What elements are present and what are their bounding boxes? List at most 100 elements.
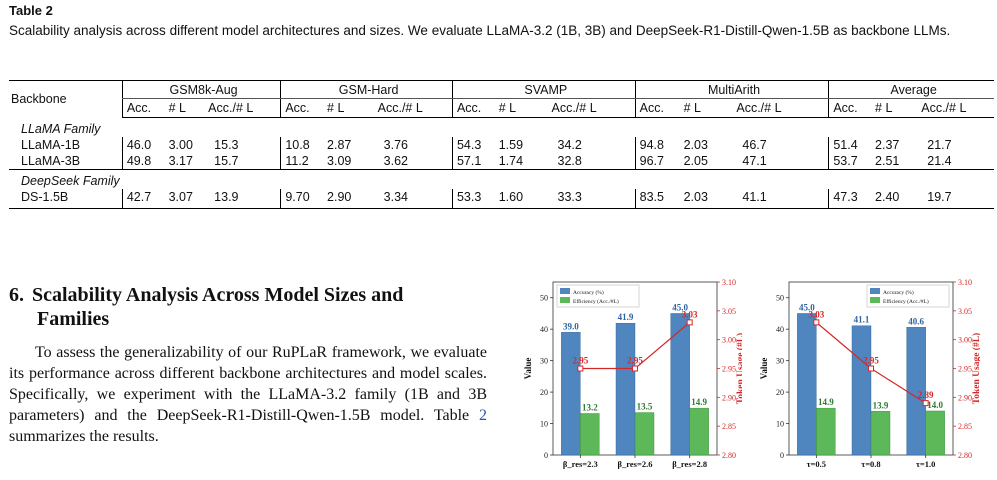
- efficiency-bar: [925, 410, 945, 456]
- y2-tick-label: 3.00: [722, 336, 736, 345]
- value-cell: 2.51: [875, 154, 900, 168]
- section-heading: 6. Scalability Analysis Across Model Size…: [9, 283, 504, 331]
- value-cell: 49.8: [121, 153, 169, 170]
- value-cell: 94.8: [634, 137, 684, 153]
- accuracy-data-label: 45.0: [672, 302, 688, 312]
- value-cell: 10.8: [280, 137, 328, 153]
- value-cell: 47.1: [742, 154, 767, 168]
- results-table-container: Backbone GSM8k-Aug GSM-Hard SVAMP MultiA…: [9, 80, 994, 209]
- model-name-cell: LLaMA-1B: [21, 138, 81, 152]
- y2-tick-label: 3.10: [722, 278, 736, 287]
- value-cell: 47.3: [828, 189, 876, 209]
- value-cell: 15.3: [214, 138, 239, 152]
- accuracy-data-label: 41.9: [618, 312, 634, 322]
- y-axis-label: Value: [523, 358, 533, 380]
- x-tick-label: τ=0.8: [861, 459, 880, 469]
- value-cell: 2.37: [875, 138, 900, 152]
- group-header: Average: [828, 80, 994, 99]
- legend-swatch-efficiency: [870, 297, 880, 303]
- token-usage-data-label: 2.95: [627, 356, 643, 366]
- value-cell: 2.03: [683, 189, 737, 209]
- value-cell: 1.74: [498, 154, 524, 168]
- y2-axis-label: Token Usage (#L): [735, 333, 742, 404]
- efficiency-bar: [870, 411, 891, 456]
- family-row: LLaMA Family: [9, 118, 994, 138]
- section-title-line1: Scalability Analysis Across Model Sizes …: [32, 284, 404, 306]
- column-subheader: # L: [168, 98, 209, 118]
- value-cell: 41.1: [736, 189, 829, 209]
- y-tick-label: 10: [776, 420, 784, 429]
- value-cell: 57.1: [451, 153, 499, 170]
- table-caption-label: Table 2: [9, 3, 53, 18]
- y-tick-label: 40: [540, 325, 548, 334]
- column-subheader: Acc.: [121, 98, 169, 118]
- value-cell: 53.7: [828, 153, 876, 170]
- value-cell: 2.03: [683, 138, 708, 152]
- paragraph-text-start: To assess the generalizability of our Ru…: [9, 344, 487, 424]
- value-cell: 9.70: [280, 189, 328, 209]
- value-cell: 3.00: [168, 138, 193, 152]
- value-cell: 19.7: [921, 189, 994, 209]
- chart-beta-res: 0 10 20 30 40 50 2.80 2.85 2.90 2.95 3.00 3.05 3.10 V…: [512, 270, 746, 480]
- column-subheader: Acc.: [280, 98, 328, 118]
- column-subheader: Acc./# L: [921, 98, 994, 118]
- efficiency-data-label: 13.5: [637, 402, 653, 412]
- value-cell: 3.34: [377, 189, 453, 209]
- table-row: LLaMA-1B 46.0 3.00 15.3 10.8 2.87 3.76 54.3 1.59…: [9, 137, 994, 153]
- accuracy-data-label: 40.6: [908, 316, 924, 326]
- model-name-cell: DS-1.5B: [9, 189, 123, 209]
- y2-tick-label: 3.05: [722, 307, 736, 316]
- table-caption-text: Scalability analysis across different mo…: [9, 23, 951, 38]
- paragraph-text-end: summarizes the results.: [9, 428, 159, 445]
- legend-swatch-efficiency: [560, 297, 570, 303]
- section-paragraph: To assess the generalizability of our Ru…: [9, 342, 487, 447]
- efficiency-data-label: 14.0: [927, 400, 943, 410]
- column-subheader: # L: [498, 98, 552, 118]
- column-subheader: Acc./# L: [377, 98, 453, 118]
- column-subheader: Acc./# L: [551, 98, 636, 118]
- value-cell: 33.3: [551, 189, 636, 209]
- legend-swatch-accuracy: [870, 288, 880, 294]
- family-row: DeepSeek Family: [9, 169, 994, 189]
- value-cell: 2.87: [327, 138, 352, 152]
- efficiency-bar: [816, 407, 836, 456]
- value-cell: 2.05: [683, 154, 708, 168]
- token-usage-data-label: 3.03: [808, 309, 824, 319]
- family-label: LLaMA Family: [21, 122, 101, 136]
- token-usage-marker: [813, 319, 820, 326]
- efficiency-bar: [689, 407, 709, 456]
- y-tick-label: 0: [780, 451, 784, 460]
- y2-tick-label: 3.05: [958, 307, 972, 316]
- table-row: DS-1.5B 42.7 3.07 13.9 9.70 2.90 3.34 53.3 1.60 3…: [9, 189, 994, 209]
- y-tick-label: 50: [776, 294, 784, 303]
- section-number: 6.: [9, 284, 24, 306]
- legend-label-accuracy: Accuracy (%): [573, 289, 604, 296]
- efficiency-data-label: 13.9: [873, 400, 889, 410]
- x-tick-label: τ=0.5: [807, 459, 826, 469]
- chart-tau: 0 10 20 30 40 50 2.80 2.85 2.90 2.95 3.00 3.05 3.10 V…: [748, 270, 982, 480]
- value-cell: 3.62: [383, 154, 408, 168]
- value-cell: 21.4: [927, 154, 952, 168]
- value-cell: 42.7: [121, 189, 169, 209]
- y2-tick-label: 2.95: [958, 365, 972, 374]
- y2-tick-label: 3.10: [958, 278, 972, 287]
- value-cell: 3.07: [168, 189, 209, 209]
- value-cell: 53.3: [451, 189, 499, 209]
- accuracy-bar: [615, 323, 636, 456]
- value-cell: 13.9: [208, 189, 281, 209]
- column-subheader: # L: [875, 98, 922, 118]
- y2-axis-label: Token Usage (#L): [971, 333, 980, 404]
- token-usage-marker: [922, 400, 929, 407]
- column-subheader: Acc./# L: [208, 98, 281, 118]
- value-cell: 1.60: [498, 189, 552, 209]
- efficiency-bar: [634, 412, 655, 456]
- x-tick-label: β_res=2.8: [672, 459, 707, 469]
- y-tick-label: 40: [776, 325, 784, 334]
- legend-label-efficiency: Efficiency (Acc./#L): [573, 298, 619, 305]
- table-reference-link[interactable]: 2: [479, 407, 487, 424]
- token-usage-data-label: 2.95: [863, 356, 879, 366]
- value-cell: 2.40: [875, 189, 922, 209]
- efficiency-data-label: 13.2: [582, 402, 598, 412]
- value-cell: 54.3: [451, 137, 499, 153]
- accuracy-bar: [561, 332, 581, 456]
